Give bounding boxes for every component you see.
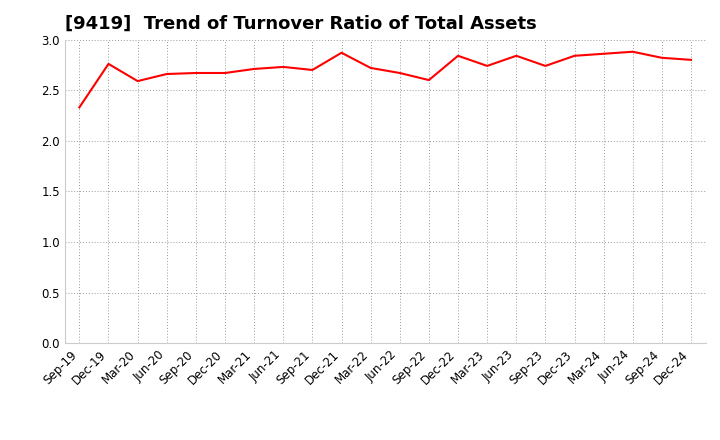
Text: [9419]  Trend of Turnover Ratio of Total Assets: [9419] Trend of Turnover Ratio of Total … — [65, 15, 536, 33]
